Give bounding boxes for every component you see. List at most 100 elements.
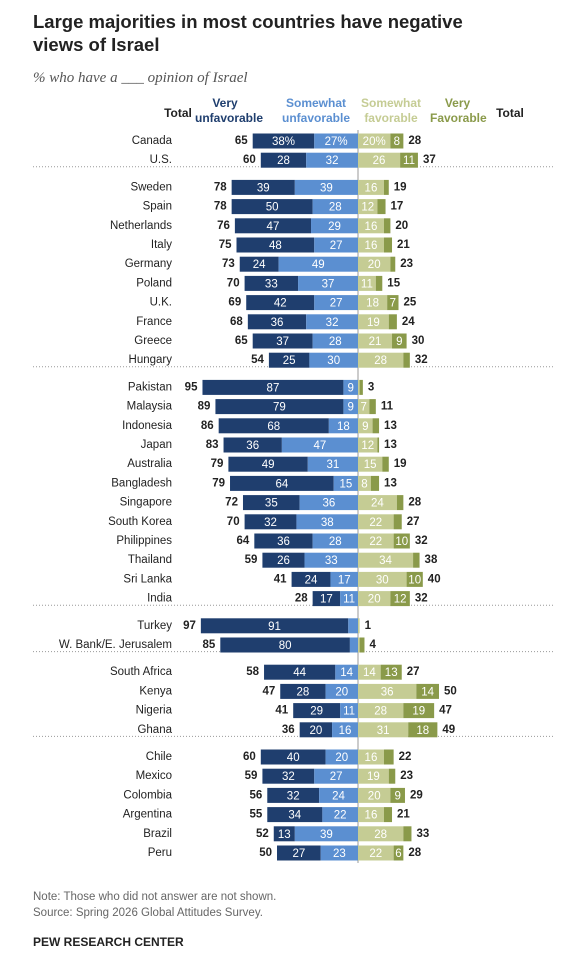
data-label: 16	[365, 752, 378, 764]
bar-segment	[242, 495, 300, 511]
total-label: 79	[212, 477, 225, 489]
total-label: 38	[425, 554, 438, 566]
data-label: 20%	[363, 136, 386, 148]
data-label: 47	[267, 221, 280, 233]
bar-segment	[311, 218, 358, 234]
bar-segment	[330, 571, 358, 587]
total-label: 19	[394, 458, 407, 470]
data-label: 18	[337, 421, 350, 433]
bar-segment	[380, 664, 402, 680]
data-label: 28	[329, 536, 342, 548]
data-label: 49	[262, 459, 275, 471]
legend-entry: Somewhat unfavorable	[281, 96, 350, 125]
data-label: 22	[369, 517, 382, 529]
total-label: 23	[400, 770, 413, 782]
data-label: 40	[287, 752, 300, 764]
bar-segment	[382, 456, 389, 472]
data-label: 23	[333, 848, 346, 860]
total-header: Total	[164, 106, 192, 120]
data-label: 8	[394, 136, 400, 148]
bar-segment	[260, 152, 307, 168]
total-label: 58	[246, 666, 259, 678]
total-label: 13	[384, 420, 397, 432]
total-label: 60	[243, 154, 256, 166]
bar-segment	[335, 664, 358, 680]
data-label: 39	[257, 182, 270, 194]
bar-segment	[312, 199, 358, 215]
chart-subtitle: % who have a ___ opinion of Israel	[33, 70, 248, 86]
bar-segment	[383, 237, 393, 253]
total-label: 17	[391, 201, 404, 213]
bar-segment	[358, 495, 397, 511]
bar-segment	[314, 768, 358, 784]
bar-segment	[340, 703, 358, 719]
total-label: 30	[412, 335, 425, 347]
total-label: 22	[399, 751, 412, 763]
bar-segment	[377, 437, 380, 453]
data-label: 28	[329, 336, 342, 348]
bar-segment	[343, 379, 358, 395]
total-label: 60	[243, 751, 256, 763]
credit: PEW RESEARCH CENTER	[33, 935, 184, 949]
total-label: 50	[259, 847, 272, 859]
bar-segment	[319, 787, 358, 803]
bar-segment	[390, 787, 405, 803]
total-label: 32	[415, 535, 428, 547]
data-label: 9	[348, 402, 354, 414]
data-label: 28	[277, 155, 290, 167]
data-label: 50	[266, 202, 279, 214]
bar-segment	[252, 333, 313, 349]
bar-segment	[314, 237, 358, 253]
data-label: 34	[379, 555, 392, 567]
data-label: 38%	[272, 136, 295, 148]
bar-segment	[358, 618, 360, 634]
category-label: Malaysia	[127, 401, 173, 413]
data-label: 32	[264, 517, 277, 529]
data-label: 27	[330, 298, 343, 310]
bar-segment	[383, 749, 394, 765]
category-label: Greece	[134, 335, 172, 347]
category-label: Pakistan	[128, 381, 172, 393]
data-label: 15	[339, 478, 352, 490]
data-label: 29	[328, 221, 341, 233]
bar-segment	[388, 314, 397, 330]
bar-segment	[307, 456, 358, 472]
total-label: 78	[214, 201, 227, 213]
data-label: 14	[363, 667, 376, 679]
bar-segment	[267, 787, 320, 803]
data-label: 36	[381, 686, 394, 698]
bar-segment	[358, 295, 388, 311]
bar-segment	[304, 552, 358, 568]
bar-segment	[231, 199, 313, 215]
category-label: Spain	[143, 201, 172, 213]
bar-segment	[260, 749, 326, 765]
bar-segment	[358, 703, 404, 719]
total-label: 78	[214, 181, 227, 193]
total-header: Total	[496, 106, 524, 120]
bar-segment	[403, 703, 435, 719]
total-label: 52	[256, 828, 269, 840]
category-label: Thailand	[128, 554, 172, 566]
total-label: 89	[198, 401, 211, 413]
data-label: 17	[338, 574, 351, 586]
total-label: 24	[402, 316, 415, 328]
bar-segment	[358, 826, 404, 842]
bar-segment	[278, 256, 358, 272]
data-label: 8	[361, 478, 367, 490]
data-label: 27	[292, 848, 305, 860]
bar-segment	[230, 475, 334, 491]
bar-segment	[358, 218, 384, 234]
total-label: 27	[407, 516, 420, 528]
data-label: 36	[271, 317, 284, 329]
total-label: 70	[227, 277, 240, 289]
data-label: 18	[366, 298, 379, 310]
total-label: 75	[219, 239, 232, 251]
data-label: 10	[395, 536, 408, 548]
data-label: 25	[283, 355, 296, 367]
bar-segment	[314, 133, 358, 149]
bar-segment	[358, 845, 394, 861]
data-label: 68	[267, 421, 280, 433]
category-label: Turkey	[137, 620, 172, 632]
bar-segment	[358, 722, 409, 738]
total-label: 32	[415, 593, 428, 605]
